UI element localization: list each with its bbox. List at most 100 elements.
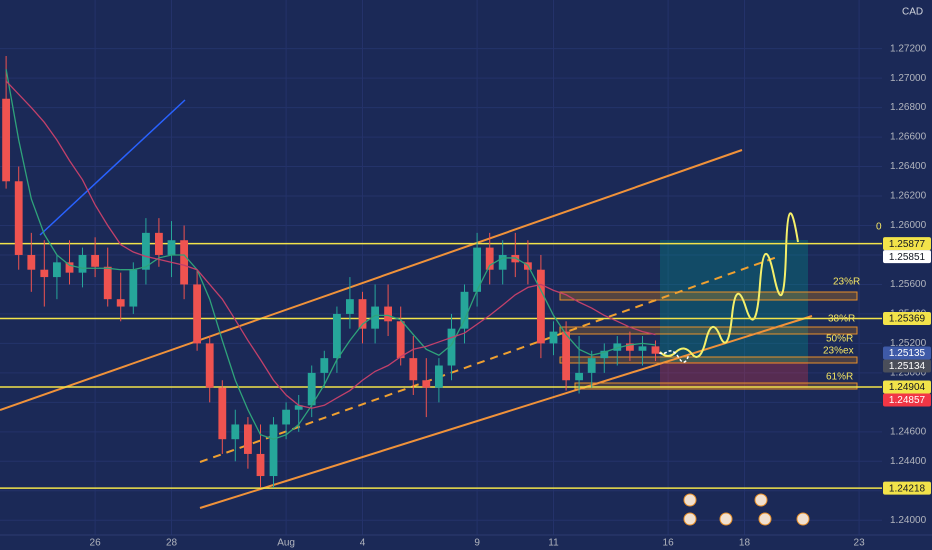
- candle-body: [320, 358, 329, 373]
- x-tick-label: 16: [663, 538, 675, 549]
- candle-body: [575, 372, 583, 381]
- candle-body: [358, 299, 367, 329]
- candle-body: [167, 240, 176, 255]
- candle-body: [409, 358, 418, 381]
- stop-zone: [660, 362, 808, 388]
- candle-body: [256, 453, 265, 477]
- fib-label: 0: [876, 222, 882, 233]
- candle-body: [294, 405, 303, 410]
- candle-body: [91, 254, 100, 267]
- candle-body: [231, 424, 240, 440]
- candle-body: [562, 331, 571, 381]
- candle-body: [625, 343, 634, 351]
- candle-body: [103, 266, 112, 300]
- candle-body: [587, 358, 596, 373]
- x-tick-label: 4: [360, 538, 366, 549]
- candle-body: [600, 350, 609, 359]
- price-label-box: [883, 250, 931, 264]
- event-icons: [683, 493, 810, 526]
- candle-body: [447, 328, 456, 366]
- candle-body: [218, 387, 227, 440]
- price-label: 1.24857: [889, 395, 926, 406]
- fib-box: [559, 291, 858, 301]
- price-label-box: [883, 237, 931, 251]
- candle-body: [371, 306, 380, 329]
- x-tick-label: 18: [739, 538, 751, 549]
- candle-body: [116, 299, 125, 307]
- y-tick-label: 1.26400: [890, 161, 927, 172]
- channel-lower: [199, 315, 813, 509]
- x-tick-label: 9: [474, 538, 480, 549]
- price-label-box: [883, 346, 931, 360]
- channel-upper: [0, 149, 743, 411]
- candle-body: [142, 232, 150, 270]
- candle-body: [205, 343, 214, 388]
- candle-body: [53, 262, 61, 278]
- event-icon: [683, 512, 697, 526]
- moving-average: [5, 80, 656, 409]
- candle-body: [434, 365, 443, 388]
- price-label: 1.24904: [889, 382, 926, 393]
- fib-label: 23%R: [833, 277, 860, 288]
- event-icon: [683, 493, 697, 507]
- candle-body: [243, 424, 252, 454]
- candle-body: [282, 409, 291, 425]
- candle-body: [193, 284, 202, 344]
- y-tick-label: 1.26600: [890, 132, 927, 143]
- event-icon: [719, 512, 733, 526]
- y-tick-label: 1.26800: [890, 102, 927, 113]
- price-axis: [882, 0, 932, 550]
- candle-body: [2, 98, 11, 182]
- price-label-box: [883, 481, 931, 495]
- y-tick-label: 1.25000: [890, 368, 927, 379]
- price-label: 1.25134: [889, 361, 926, 372]
- candle-body: [27, 254, 36, 270]
- price-label-box: [883, 359, 931, 373]
- y-tick-label: 1.26200: [890, 191, 927, 202]
- x-tick-label: 26: [90, 538, 102, 549]
- candle-body: [651, 346, 660, 354]
- x-tick-label: 28: [166, 538, 178, 549]
- y-tick-label: 1.25200: [890, 338, 927, 349]
- candle-body: [40, 269, 49, 278]
- candle-body: [384, 306, 393, 322]
- candle-body: [549, 331, 558, 344]
- candle-body: [396, 321, 405, 359]
- drawings: [0, 99, 858, 509]
- candle-body: [65, 262, 74, 273]
- x-tick-label: Aug: [277, 538, 295, 549]
- event-icon: [758, 512, 772, 526]
- price-label-box: [883, 393, 931, 407]
- plot: [0, 56, 882, 489]
- candle-body: [613, 343, 622, 351]
- price-label: 1.25135: [889, 348, 926, 359]
- candle-body: [269, 424, 278, 477]
- channel-mid: [199, 255, 781, 463]
- fib-label: 38%R: [828, 314, 855, 325]
- y-tick-label: 1.24600: [890, 426, 927, 437]
- price-label-box: [883, 380, 931, 394]
- currency: CAD: [902, 7, 923, 18]
- x-tick-label: 23: [854, 538, 866, 549]
- y-tick-label: 1.25600: [890, 279, 927, 290]
- y-tick-label: 1.27200: [890, 43, 927, 54]
- projection-path: [659, 212, 799, 358]
- fib-label: 61%R: [826, 372, 853, 383]
- fib-box: [574, 382, 858, 390]
- price-label: 1.25851: [889, 252, 926, 263]
- candle-body: [422, 380, 431, 388]
- candle-body: [307, 372, 316, 406]
- price-label: 1.24218: [889, 483, 926, 494]
- candle-body: [180, 240, 189, 285]
- axes: 1.240001.242001.244001.246001.248001.250…: [90, 43, 931, 549]
- trend-line: [39, 99, 186, 236]
- candle-body: [473, 247, 482, 292]
- x-tick-label: 11: [548, 538, 559, 549]
- candle-body: [638, 346, 647, 351]
- moving-average: [5, 69, 656, 440]
- fib-box: [559, 356, 858, 364]
- price-label: 1.25877: [889, 239, 926, 250]
- candle-body: [498, 254, 507, 270]
- candle-body: [129, 269, 138, 307]
